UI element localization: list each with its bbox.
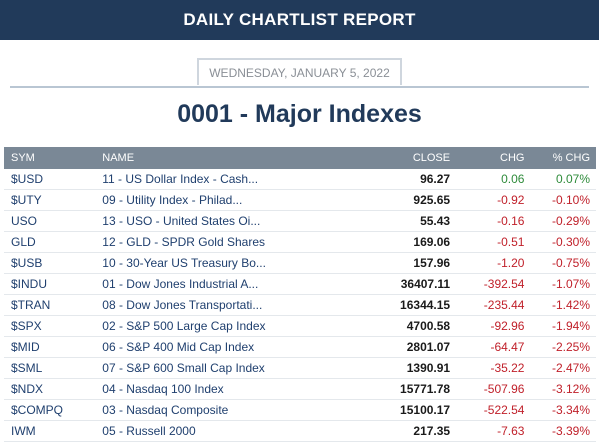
- symbol-link[interactable]: $COMPQ: [4, 399, 103, 421]
- chartlist-table: SYM NAME CLOSE CHG % CHG $USD 11 - US Dol…: [4, 147, 596, 442]
- symbol-link[interactable]: $SML: [4, 357, 103, 379]
- percent-change-value: 0.07%: [524, 169, 596, 190]
- change-value: -522.54: [450, 399, 525, 421]
- column-header-pct-chg[interactable]: % CHG: [552, 152, 590, 164]
- close-value: 15100.17: [360, 399, 451, 421]
- report-header-title: DAILY CHARTLIST REPORT: [183, 10, 416, 29]
- percent-change-value: -1.42%: [524, 294, 596, 316]
- symbol-link[interactable]: $INDU: [4, 273, 103, 295]
- percent-change-value: -0.29%: [524, 210, 596, 232]
- percent-change-value: -0.10%: [524, 189, 596, 211]
- percent-change-value: -0.75%: [524, 252, 596, 274]
- change-value: -1.20: [450, 252, 525, 274]
- change-value: -64.47: [450, 336, 525, 358]
- close-value: 15771.78: [360, 378, 451, 400]
- name-link[interactable]: 02 - S&P 500 Large Cap Index: [102, 315, 361, 337]
- change-value: -235.44: [450, 294, 525, 316]
- table-row[interactable]: IWM 05 - Russell 2000 217.35 -7.63 -3.39%: [4, 420, 596, 442]
- name-link[interactable]: 12 - GLD - SPDR Gold Shares: [102, 231, 361, 253]
- table-row[interactable]: $USD 11 - US Dollar Index - Cash... 96.27 0…: [4, 169, 596, 190]
- name-link[interactable]: 01 - Dow Jones Industrial A...: [102, 273, 361, 295]
- column-header-close[interactable]: CLOSE: [412, 152, 451, 164]
- change-value: -35.22: [450, 357, 525, 379]
- close-value: 16344.15: [360, 294, 451, 316]
- column-header-chg[interactable]: CHG: [500, 152, 525, 164]
- change-value: -0.92: [450, 189, 525, 211]
- name-link[interactable]: 10 - 30-Year US Treasury Bo...: [102, 252, 361, 274]
- symbol-link[interactable]: $USD: [4, 169, 103, 190]
- symbol-link[interactable]: USO: [4, 210, 103, 232]
- name-link[interactable]: 03 - Nasdaq Composite: [102, 399, 361, 421]
- symbol-link[interactable]: $UTY: [4, 189, 103, 211]
- close-value: 217.35: [360, 420, 451, 442]
- name-link[interactable]: 09 - Utility Index - Philad...: [102, 189, 361, 211]
- percent-change-value: -1.94%: [524, 315, 596, 337]
- percent-change-value: -0.30%: [524, 231, 596, 253]
- percent-change-value: -3.34%: [524, 399, 596, 421]
- name-link[interactable]: 05 - Russell 2000: [102, 420, 361, 442]
- close-value: 925.65: [360, 189, 451, 211]
- name-link[interactable]: 04 - Nasdaq 100 Index: [102, 378, 361, 400]
- column-header-sym[interactable]: SYM: [11, 152, 35, 164]
- symbol-link[interactable]: $USB: [4, 252, 103, 274]
- change-value: -392.54: [450, 273, 525, 295]
- change-value: -7.63: [450, 420, 525, 442]
- table-row[interactable]: $INDU 01 - Dow Jones Industrial A... 36407…: [4, 273, 596, 295]
- table-row[interactable]: $USB 10 - 30-Year US Treasury Bo... 157.96…: [4, 252, 596, 274]
- name-link[interactable]: 06 - S&P 400 Mid Cap Index: [102, 336, 361, 358]
- close-value: 96.27: [360, 169, 451, 190]
- table-row[interactable]: $SML 07 - S&P 600 Small Cap Index 1390.91-…: [4, 357, 596, 379]
- close-value: 157.96: [360, 252, 451, 274]
- symbol-link[interactable]: IWM: [4, 420, 103, 442]
- symbol-link[interactable]: $SPX: [4, 315, 103, 337]
- table-row[interactable]: USO 13 - USO - United States Oi... 55.43 -0…: [4, 210, 596, 232]
- change-value: -92.96: [450, 315, 525, 337]
- table-header: SYM NAME CLOSE CHG % CHG: [4, 147, 596, 169]
- close-value: 1390.91: [360, 357, 451, 379]
- close-value: 55.43: [360, 210, 451, 232]
- symbol-link[interactable]: $NDX: [4, 378, 103, 400]
- table-row[interactable]: $TRAN 08 - Dow Jones Transportati... 16344…: [4, 294, 596, 316]
- name-link[interactable]: 07 - S&P 600 Small Cap Index: [102, 357, 361, 379]
- change-value: 0.06: [450, 169, 525, 190]
- report-date: WEDNESDAY, JANUARY 5, 2022: [197, 58, 402, 85]
- table-row[interactable]: GLD 12 - GLD - SPDR Gold Shares 169.06 -0.5…: [4, 231, 596, 253]
- table-header-row: SYM NAME CLOSE CHG % CHG: [4, 147, 596, 169]
- percent-change-value: -2.47%: [524, 357, 596, 379]
- name-link[interactable]: 11 - US Dollar Index - Cash...: [102, 169, 361, 190]
- close-value: 4700.58: [360, 315, 451, 337]
- percent-change-value: -3.12%: [524, 378, 596, 400]
- table-row[interactable]: $NDX 04 - Nasdaq 100 Index 15771.78 -507.96…: [4, 378, 596, 400]
- close-value: 2801.07: [360, 336, 451, 358]
- table-row[interactable]: $COMPQ 03 - Nasdaq Composite 15100.17 -522.…: [4, 399, 596, 421]
- date-divider: [10, 86, 589, 88]
- symbol-link[interactable]: $MID: [4, 336, 103, 358]
- symbol-link[interactable]: GLD: [4, 231, 103, 253]
- report-header-bar: DAILY CHARTLIST REPORT: [0, 0, 599, 40]
- table-row[interactable]: $MID 06 - S&P 400 Mid Cap Index 2801.07 -64…: [4, 336, 596, 358]
- change-value: -507.96: [450, 378, 525, 400]
- table-body: $USD 11 - US Dollar Index - Cash... 96.27 0…: [4, 169, 596, 442]
- column-header-name[interactable]: NAME: [102, 152, 135, 164]
- close-value: 36407.11: [360, 273, 451, 295]
- close-value: 169.06: [360, 231, 451, 253]
- table-row[interactable]: $UTY 09 - Utility Index - Philad... 925.65…: [4, 189, 596, 211]
- table-row[interactable]: $SPX 02 - S&P 500 Large Cap Index 4700.58-…: [4, 315, 596, 337]
- name-link[interactable]: 08 - Dow Jones Transportati...: [102, 294, 361, 316]
- percent-change-value: -3.39%: [524, 420, 596, 442]
- chartlist-table-container: SYM NAME CLOSE CHG % CHG $USD 11 - US Dol…: [4, 147, 596, 442]
- symbol-link[interactable]: $TRAN: [4, 294, 103, 316]
- chartlist-title: 0001 - Major Indexes: [177, 100, 422, 128]
- change-value: -0.51: [450, 231, 525, 253]
- percent-change-value: -1.07%: [524, 273, 596, 295]
- change-value: -0.16: [450, 210, 525, 232]
- percent-change-value: -2.25%: [524, 336, 596, 358]
- name-link[interactable]: 13 - USO - United States Oi...: [102, 210, 361, 232]
